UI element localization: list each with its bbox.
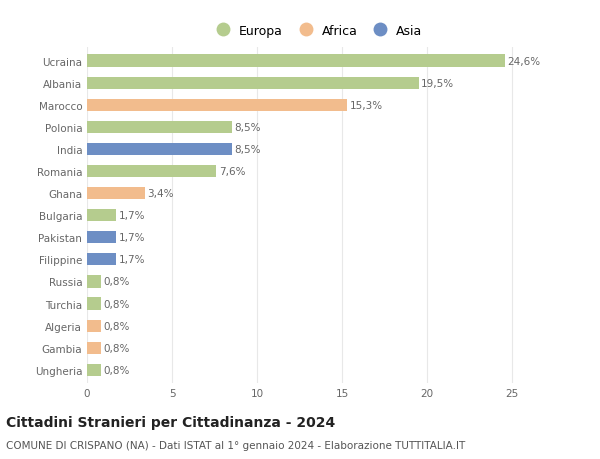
Text: 0,8%: 0,8% xyxy=(103,343,130,353)
Bar xyxy=(87,364,101,376)
Text: 19,5%: 19,5% xyxy=(421,78,454,89)
Bar xyxy=(87,56,505,67)
Text: COMUNE DI CRISPANO (NA) - Dati ISTAT al 1° gennaio 2024 - Elaborazione TUTTITALI: COMUNE DI CRISPANO (NA) - Dati ISTAT al … xyxy=(6,440,465,450)
Bar xyxy=(87,144,232,156)
Bar xyxy=(87,166,216,178)
Text: 7,6%: 7,6% xyxy=(219,167,245,177)
Text: 0,8%: 0,8% xyxy=(103,299,130,309)
Text: 24,6%: 24,6% xyxy=(508,56,541,67)
Text: 0,8%: 0,8% xyxy=(103,321,130,331)
Bar xyxy=(87,254,116,266)
Text: 0,8%: 0,8% xyxy=(103,365,130,375)
Bar xyxy=(87,188,145,200)
Text: 0,8%: 0,8% xyxy=(103,277,130,287)
Bar xyxy=(87,210,116,222)
Bar xyxy=(87,298,101,310)
Bar xyxy=(87,342,101,354)
Legend: Europa, Africa, Asia: Europa, Africa, Asia xyxy=(206,21,427,41)
Text: 8,5%: 8,5% xyxy=(234,145,260,155)
Text: 1,7%: 1,7% xyxy=(118,233,145,243)
Text: 1,7%: 1,7% xyxy=(118,211,145,221)
Bar xyxy=(87,276,101,288)
Text: 3,4%: 3,4% xyxy=(148,189,174,199)
Bar xyxy=(87,232,116,244)
Bar xyxy=(87,122,232,134)
Bar xyxy=(87,78,419,90)
Bar xyxy=(87,100,347,112)
Text: 1,7%: 1,7% xyxy=(118,255,145,265)
Bar xyxy=(87,320,101,332)
Text: 8,5%: 8,5% xyxy=(234,123,260,133)
Text: 15,3%: 15,3% xyxy=(350,101,383,111)
Text: Cittadini Stranieri per Cittadinanza - 2024: Cittadini Stranieri per Cittadinanza - 2… xyxy=(6,415,335,429)
